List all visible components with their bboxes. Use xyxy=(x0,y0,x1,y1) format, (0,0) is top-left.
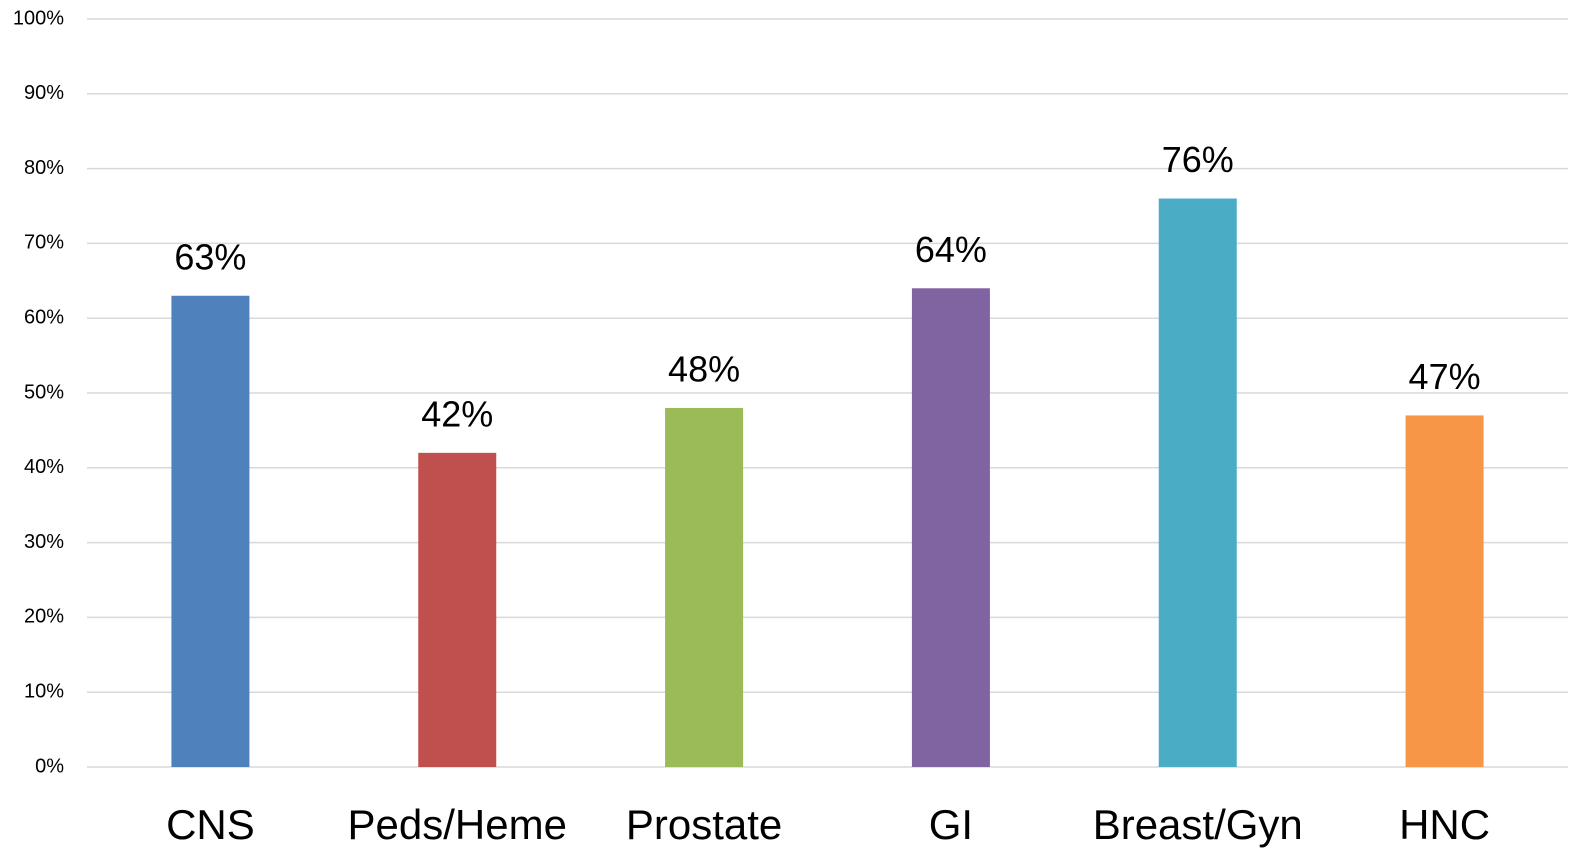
y-tick-label: 70% xyxy=(24,232,64,254)
y-tick-label: 10% xyxy=(24,680,64,702)
value-label: 47% xyxy=(1409,356,1481,397)
bar xyxy=(665,407,744,767)
y-tick-label: 90% xyxy=(24,82,64,104)
x-tick-label: HNC xyxy=(1399,801,1490,848)
value-label: 64% xyxy=(915,229,987,270)
value-label: 63% xyxy=(174,236,246,277)
y-tick-label: 30% xyxy=(24,531,64,553)
bar xyxy=(418,452,497,767)
y-tick-label: 0% xyxy=(35,755,64,777)
x-tick-label: Prostate xyxy=(626,801,782,848)
y-tick-label: 80% xyxy=(24,157,64,179)
y-tick-label: 40% xyxy=(24,456,64,478)
value-label: 48% xyxy=(668,348,740,389)
bar xyxy=(1158,198,1237,767)
y-tick-label: 100% xyxy=(13,7,64,29)
bar xyxy=(1405,415,1484,767)
bar xyxy=(171,295,250,767)
x-tick-label: Peds/Heme xyxy=(348,801,567,848)
bar xyxy=(911,288,990,767)
x-tick-label: GI xyxy=(929,801,973,848)
y-tick-label: 60% xyxy=(24,306,64,328)
y-tick-label: 20% xyxy=(24,606,64,628)
x-tick-label: Breast/Gyn xyxy=(1093,801,1303,848)
value-label: 76% xyxy=(1162,139,1234,180)
y-tick-label: 50% xyxy=(24,381,64,403)
value-label: 42% xyxy=(421,393,493,434)
x-tick-label: CNS xyxy=(166,801,255,848)
